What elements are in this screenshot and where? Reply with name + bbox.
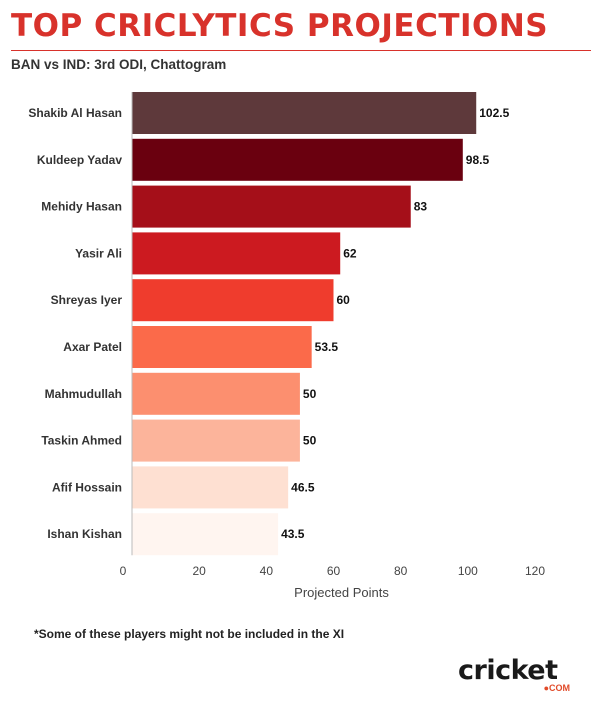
data-label: 50 [303,434,317,448]
data-label: 43.5 [281,527,305,541]
bar [132,466,289,509]
title-divider [11,50,591,51]
chart-title: TOP CRICLYTICS PROJECTIONS [11,8,549,44]
category-label: Taskin Ahmed [41,434,122,448]
x-tick-label: 0 [120,564,127,578]
x-tick-label: 120 [525,564,545,578]
category-label: Mehidy Hasan [41,200,122,214]
bar [132,138,463,181]
chart-subtitle: BAN vs IND: 3rd ODI, Chattogram [11,57,227,72]
category-label: Ishan Kishan [47,527,122,541]
bar [132,232,341,275]
x-tick-label: 80 [394,564,408,578]
category-label: Shreyas Iyer [51,293,123,307]
category-label: Kuldeep Yadav [37,153,122,167]
x-tick-label: 100 [458,564,478,578]
logo-wordmark: cricket [458,655,558,686]
x-tick-label: 60 [327,564,341,578]
bar [132,419,300,462]
category-label: Yasir Ali [75,246,122,260]
bar [132,92,477,134]
data-label: 50 [303,387,317,401]
data-label: 60 [337,293,351,307]
data-label: 46.5 [291,480,315,494]
data-label: 102.5 [479,106,509,120]
category-label: Afif Hossain [52,480,122,494]
bar-chart: Shakib Al Hasan 102.5 Kuldeep Yadav 98.5 Meh… [28,92,545,600]
data-label: 83 [414,200,428,214]
bar [132,326,312,368]
category-label: Axar Patel [63,340,122,354]
x-tick-label: 40 [260,564,274,578]
data-label: 98.5 [466,153,490,167]
bar [132,279,334,322]
category-label: Mahmudullah [45,387,122,401]
data-label: 62 [343,246,357,260]
category-label: Shakib Al Hasan [28,106,122,120]
x-axis-title: Projected Points [294,585,389,600]
cricket-com-logo: cricket ●COM [458,656,576,696]
logo-suffix: ●COM [543,683,570,693]
bar [132,185,411,228]
footnote: *Some of these players might not be incl… [34,627,345,641]
x-tick-label: 20 [192,564,206,578]
data-label: 53.5 [315,340,339,354]
bar [132,513,279,556]
bar [132,372,300,415]
